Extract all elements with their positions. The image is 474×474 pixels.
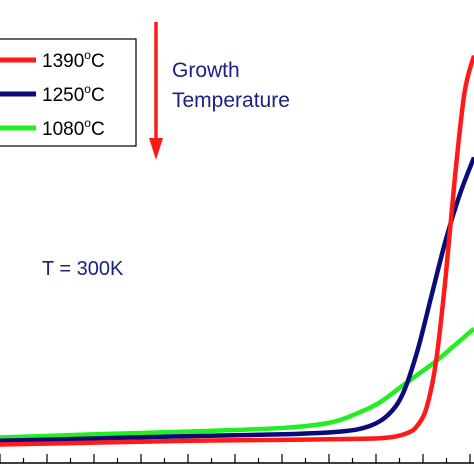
legend-label: 1390oC bbox=[42, 48, 105, 72]
series-line-1390 bbox=[0, 54, 474, 447]
measurement-temperature-label: T = 300K bbox=[42, 258, 124, 280]
growth-temperature-arrow: Growth Temperature bbox=[149, 22, 290, 160]
legend: 1390oC 1250oC 1080oC bbox=[0, 38, 137, 147]
series-layer bbox=[0, 54, 474, 447]
arrow-label-line2: Temperature bbox=[172, 89, 290, 112]
legend-label: 1250oC bbox=[42, 82, 105, 106]
arrow-head bbox=[149, 138, 163, 160]
arrow-label-line1: Growth bbox=[172, 59, 240, 82]
x-ticks bbox=[0, 454, 471, 463]
series-line-1080 bbox=[0, 327, 474, 440]
legend-label: 1080oC bbox=[42, 116, 105, 140]
series-line-1250 bbox=[0, 156, 474, 444]
